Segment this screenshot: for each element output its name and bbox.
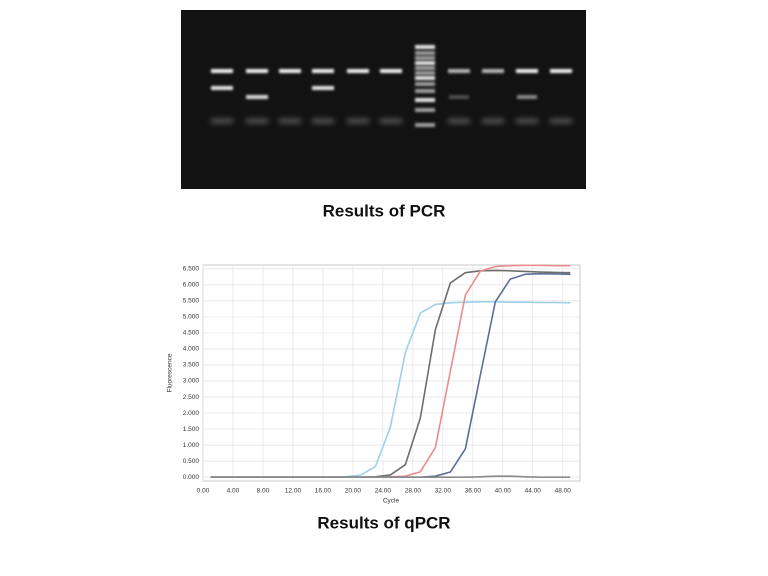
x-tick-label: 20.00 — [345, 488, 362, 495]
x-tick-label: 4.00 — [227, 488, 240, 495]
x-tick-label: 48.00 — [555, 488, 572, 495]
gel-band — [448, 69, 470, 73]
gel-band — [516, 69, 538, 73]
gel-band — [246, 69, 268, 73]
gel-band — [415, 66, 435, 70]
y-tick-label: 0.000 — [183, 474, 200, 481]
x-tick-label: 32.00 — [435, 488, 452, 495]
y-tick-label: 0.500 — [183, 458, 200, 465]
x-tick-label: 40.00 — [495, 488, 512, 495]
x-tick-label: 36.00 — [465, 488, 482, 495]
x-tick-label: 28.00 — [405, 488, 422, 495]
gel-band — [415, 56, 435, 60]
gel-band — [312, 86, 334, 90]
plot-area — [202, 264, 581, 482]
gel-band — [312, 119, 334, 123]
y-tick-label: 4.000 — [183, 346, 200, 353]
x-tick-label: 24.00 — [375, 488, 392, 495]
y-tick-label: 3.500 — [183, 362, 200, 369]
gel-band — [415, 89, 435, 93]
gel-band — [517, 95, 537, 99]
y-tick-label: 5.000 — [183, 314, 200, 321]
x-tick-label: 12.00 — [285, 488, 302, 495]
y-tick-label: 4.500 — [183, 330, 200, 337]
gel-band — [211, 86, 233, 90]
gel-band — [415, 123, 435, 127]
gel-band — [312, 69, 334, 73]
gel-band — [415, 71, 435, 75]
y-axis-label: Fluorescence — [167, 353, 174, 392]
y-tick-label: 5.500 — [183, 298, 200, 305]
y-tick-label: 2.500 — [183, 394, 200, 401]
gel-band — [246, 119, 268, 123]
gel-band — [380, 119, 402, 123]
x-tick-label: 8.00 — [257, 488, 270, 495]
gel-band — [415, 61, 435, 65]
x-tick-label: 16.00 — [315, 488, 332, 495]
y-tick-label: 1.500 — [183, 426, 200, 433]
gel-band — [279, 119, 301, 123]
gel-band — [415, 76, 435, 80]
plot: 0.000 0.500 1.000 1.500 2.000 2.500 3.000 3.500… — [183, 264, 580, 495]
gel-caption: Results of PCR — [323, 201, 446, 220]
gel-band — [380, 69, 402, 73]
y-tick-label: 3.000 — [183, 378, 200, 385]
gel-band — [516, 119, 538, 123]
gel-bands — [211, 45, 572, 127]
gel-image — [181, 10, 586, 189]
y-tick-label: 1.000 — [183, 442, 200, 449]
chart-title: Results of qPCR — [317, 513, 450, 532]
gel-band — [415, 108, 435, 112]
x-tick-label: 0.00 — [197, 488, 210, 495]
gel-band — [246, 95, 268, 99]
gel-band — [415, 51, 435, 55]
gel-band — [550, 119, 572, 123]
gel-band — [211, 119, 233, 123]
gel-band — [449, 95, 469, 99]
gel-band — [482, 119, 504, 123]
x-axis-label: Cycle — [383, 498, 400, 505]
gel-band — [279, 69, 301, 73]
y-tick-label: 6.000 — [183, 282, 200, 289]
gel-band — [448, 119, 470, 123]
gel-band — [550, 69, 572, 73]
y-tick-label: 2.000 — [183, 410, 200, 417]
x-tick-label: 44.00 — [525, 488, 542, 495]
y-tick-label: 6.500 — [183, 266, 200, 273]
gel-band — [415, 98, 435, 102]
gel-band — [347, 69, 369, 73]
series-line — [210, 475, 571, 478]
gel-band — [415, 45, 435, 49]
gel-band — [482, 69, 504, 73]
gel-band — [211, 69, 233, 73]
gel-band — [347, 119, 369, 123]
gel-band — [415, 82, 435, 86]
